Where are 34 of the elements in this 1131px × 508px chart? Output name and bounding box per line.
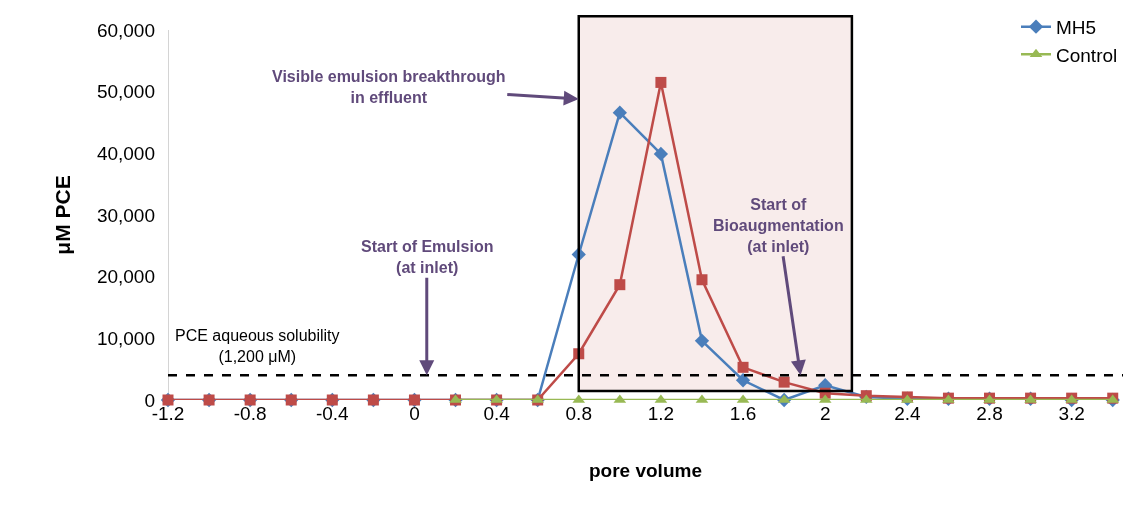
point bbox=[694, 333, 710, 348]
y-tick-label: 50,000 bbox=[96, 81, 155, 103]
y-axis-title: μM PCE bbox=[51, 175, 75, 255]
point bbox=[655, 76, 667, 88]
y-tick-label: 40,000 bbox=[96, 142, 155, 164]
x-tick-label: 2 bbox=[819, 403, 831, 424]
y-tick-label: 60,000 bbox=[96, 19, 155, 41]
x-axis-title: pore volume bbox=[589, 459, 702, 481]
x-tick-label: 2.8 bbox=[976, 403, 1003, 424]
x-tick-label: -0.8 bbox=[233, 403, 267, 424]
legend-label: Control bbox=[1056, 44, 1118, 66]
point bbox=[778, 376, 790, 388]
point bbox=[653, 146, 669, 162]
point bbox=[614, 279, 626, 291]
y-tick-label: 10,000 bbox=[96, 327, 155, 349]
point bbox=[696, 274, 708, 286]
x-tick-label: 0 bbox=[409, 403, 420, 424]
x-tick-label: -0.4 bbox=[315, 403, 350, 424]
x-tick-label: 0.4 bbox=[483, 403, 511, 424]
x-tick-label: 1.2 bbox=[647, 403, 675, 424]
x-tick-label: 0.8 bbox=[565, 403, 592, 424]
point bbox=[735, 373, 751, 388]
x-tick-label: 1.6 bbox=[729, 403, 757, 424]
y-tick-label: 20,000 bbox=[96, 266, 155, 288]
annotation: Visible emulsion breakthrough in effluent bbox=[272, 68, 506, 106]
annotation: Start of Emulsion (at inlet) bbox=[361, 238, 494, 276]
legend-label: MH5 bbox=[1056, 17, 1097, 39]
y-tick-label: 30,000 bbox=[96, 204, 155, 226]
x-tick-label: 3.2 bbox=[1058, 403, 1085, 424]
ref-line-label: PCE aqueous solubility (1,200 μM) bbox=[175, 327, 340, 365]
point bbox=[612, 105, 627, 120]
x-tick-label: 2.4 bbox=[894, 403, 921, 424]
point bbox=[737, 361, 749, 373]
annotation: Start of Bioaugmentation (at inlet) bbox=[713, 196, 844, 255]
